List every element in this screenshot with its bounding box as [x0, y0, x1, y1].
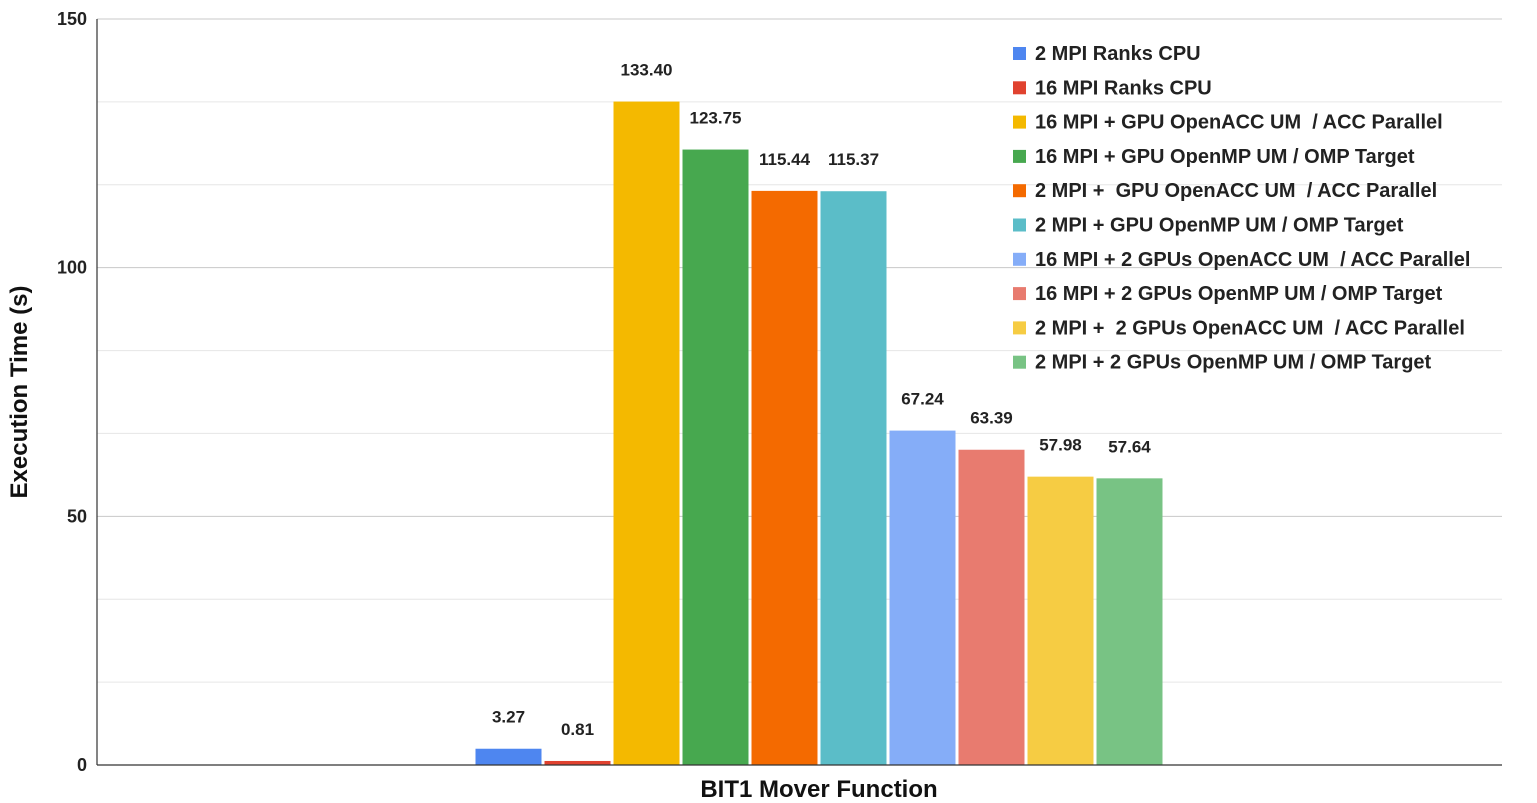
data-label: 57.64 — [1108, 437, 1151, 456]
bar — [1096, 478, 1163, 765]
y-axis-ticks: 0 50 100 150 — [57, 9, 87, 775]
bar — [820, 191, 887, 765]
data-label: 63.39 — [970, 409, 1013, 428]
legend-label: 16 MPI Ranks CPU — [1035, 77, 1212, 99]
data-label: 123.75 — [690, 109, 742, 128]
bar — [544, 760, 611, 765]
bar — [1027, 476, 1094, 765]
legend-swatch — [1013, 81, 1026, 95]
legend-label: 16 MPI + GPU OpenMP UM / OMP Target — [1035, 146, 1415, 168]
data-label: 133.40 — [621, 61, 673, 80]
bars — [475, 101, 1163, 766]
y-tick-label: 50 — [67, 506, 87, 526]
bar — [682, 149, 749, 766]
legend: 2 MPI Ranks CPU 16 MPI Ranks CPU 16 MPI + … — [1013, 43, 1471, 374]
legend-label: 2 MPI + 2 GPUs OpenACC UM / ACC Parallel — [1035, 317, 1465, 339]
legend-swatch — [1013, 184, 1026, 198]
data-label: 115.44 — [759, 150, 811, 169]
data-label: 57.98 — [1039, 436, 1082, 455]
data-label: 115.37 — [828, 150, 879, 169]
legend-label: 2 MPI Ranks CPU — [1035, 43, 1201, 65]
legend-swatch — [1013, 115, 1026, 129]
bar — [958, 449, 1025, 765]
legend-label: 16 MPI + 2 GPUs OpenMP UM / OMP Target — [1035, 283, 1443, 305]
bar — [889, 430, 956, 765]
y-tick-label: 100 — [57, 258, 87, 278]
bar — [475, 748, 542, 765]
legend-label: 2 MPI + GPU OpenMP UM / OMP Target — [1035, 215, 1404, 237]
data-label: 0.81 — [561, 720, 594, 739]
x-axis-title: BIT1 Mover Function — [700, 776, 937, 803]
legend-label: 16 MPI + 2 GPUs OpenACC UM / ACC Paralle… — [1035, 249, 1471, 271]
legend-swatch — [1013, 321, 1026, 335]
legend-label: 2 MPI + 2 GPUs OpenMP UM / OMP Target — [1035, 352, 1432, 374]
legend-label: 16 MPI + GPU OpenACC UM / ACC Parallel — [1035, 112, 1443, 134]
legend-label: 2 MPI + GPU OpenACC UM / ACC Parallel — [1035, 180, 1437, 202]
bar — [613, 101, 680, 766]
legend-swatch — [1013, 218, 1026, 232]
y-axis-title: Execution Time (s) — [6, 286, 33, 499]
data-label: 3.27 — [492, 708, 525, 727]
legend-swatch — [1013, 47, 1026, 60]
y-tick-label: 150 — [57, 9, 87, 29]
axes — [96, 19, 1502, 766]
legend-swatch — [1013, 287, 1026, 301]
legend-swatch — [1013, 149, 1026, 163]
y-tick-label: 0 — [77, 755, 87, 775]
bar — [751, 190, 818, 765]
legend-swatch — [1013, 252, 1026, 266]
data-labels: 3.27 0.81 133.40 123.75 115.44 115.37 67.24 63.… — [492, 61, 1151, 739]
data-label: 67.24 — [901, 390, 944, 409]
legend-swatch — [1013, 355, 1026, 369]
